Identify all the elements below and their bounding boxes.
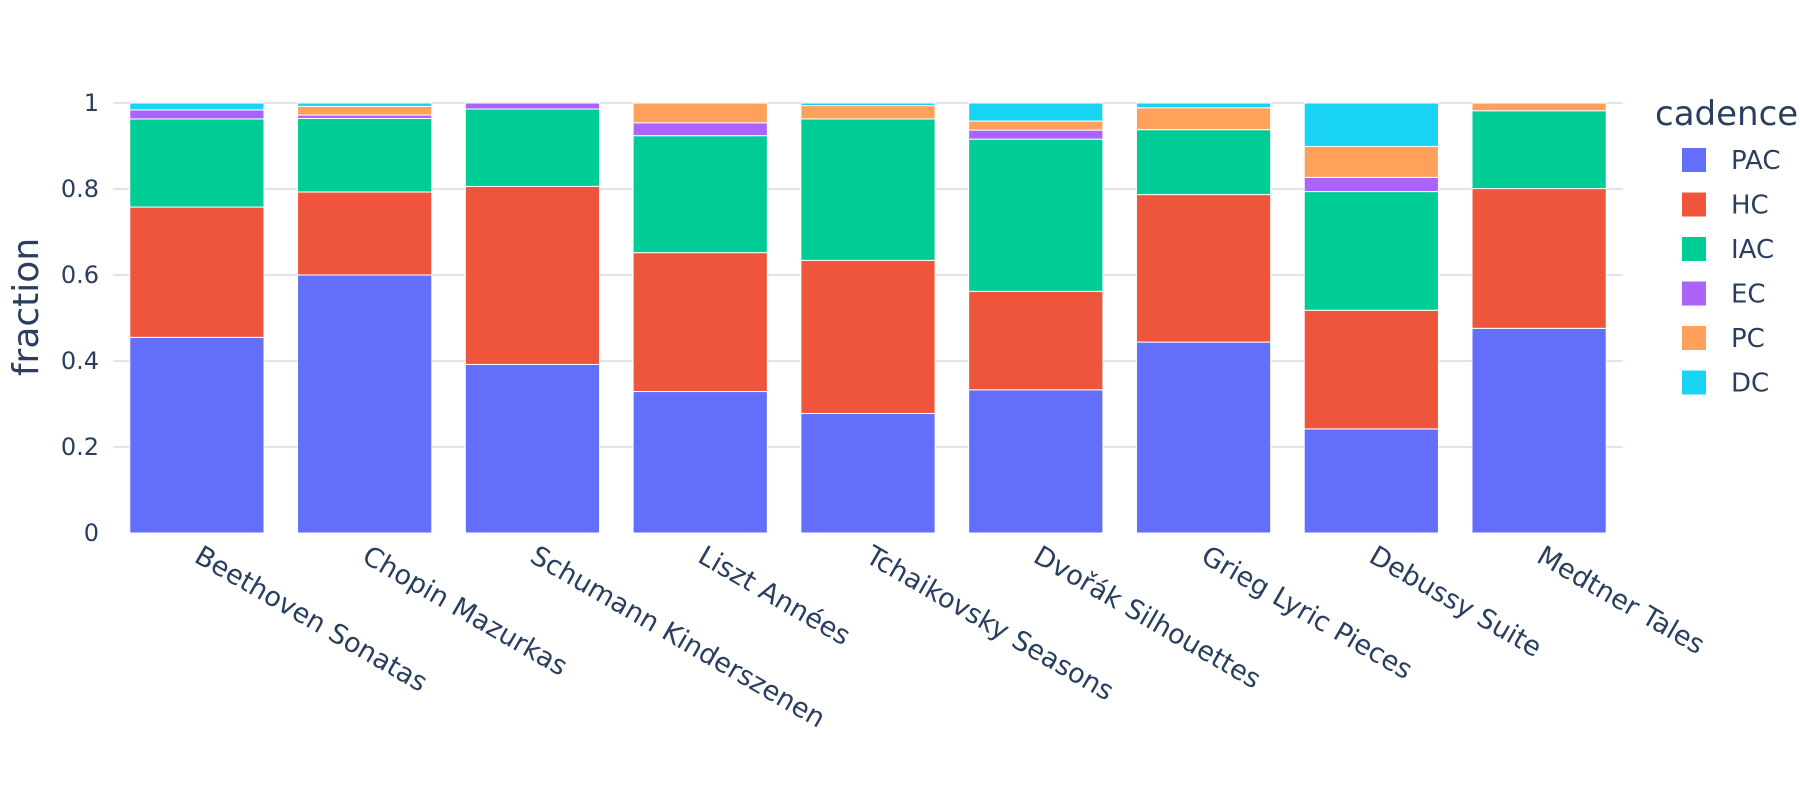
bar-segment-dc: [968, 102, 1104, 122]
bar-segment-hc: [297, 191, 433, 276]
bars: [129, 102, 1607, 534]
legend-swatch: [1682, 370, 1706, 395]
y-axis-title: fraction: [6, 238, 47, 376]
legend-swatch: [1682, 148, 1706, 172]
legend-label: HC: [1731, 191, 1769, 221]
y-tick-label: 0: [84, 519, 99, 547]
bar-segment-iac: [800, 118, 936, 261]
x-category-label: Medtner Tales: [1532, 540, 1710, 661]
y-tick-label: 0.2: [61, 433, 99, 461]
bar-segment-pac: [1471, 327, 1607, 534]
bar-segment-ec: [1303, 176, 1439, 193]
bar-segment-pac: [464, 363, 601, 534]
bar-segment-pac: [297, 274, 433, 534]
bar-segment-pc: [1471, 102, 1607, 112]
bar-segment-pac: [800, 412, 936, 534]
bar-segment-ec: [464, 102, 601, 110]
bar-segment-iac: [464, 108, 601, 187]
y-axis-ticks: 0 0.2 0.4 0.6 0.8 1: [61, 89, 99, 547]
y-tick-label: 1: [84, 89, 99, 117]
bar-segment-dc: [297, 102, 433, 107]
legend-swatch: [1682, 237, 1706, 261]
bar-segment-pac: [968, 389, 1104, 534]
bar-segment-pc: [1303, 145, 1439, 178]
bar-segment-pac: [632, 391, 768, 534]
legend: cadence PAC HC IAC EC PC DC: [1655, 94, 1798, 399]
legend-label: PC: [1731, 324, 1765, 354]
bar-segment-dc: [800, 102, 936, 107]
y-tick-label: 0.4: [61, 347, 99, 375]
bar-segment-hc: [968, 290, 1104, 391]
bar-segment-pc: [1135, 107, 1272, 131]
legend-label: IAC: [1731, 235, 1774, 265]
legend-items: PAC HC IAC EC PC DC: [1682, 146, 1781, 399]
bar-segment-iac: [297, 117, 433, 193]
bar-segment-iac: [1471, 110, 1607, 190]
bar-segment-iac: [1135, 129, 1272, 196]
bar-segment-hc: [129, 206, 265, 338]
bar-segment-pc: [632, 102, 768, 124]
legend-swatch: [1682, 326, 1706, 350]
legend-swatch: [1682, 192, 1706, 217]
legend-swatch: [1682, 281, 1706, 306]
bar-segment-ec: [632, 122, 768, 137]
bar-segment-iac: [968, 138, 1104, 292]
bar-segment-pc: [800, 105, 936, 120]
bar-segment-hc: [1471, 188, 1607, 329]
bar-segment-hc: [464, 185, 601, 365]
bar-segment-hc: [800, 259, 936, 414]
legend-title: cadence: [1655, 94, 1798, 134]
y-tick-label: 0.6: [61, 261, 99, 289]
bar-segment-dc: [1135, 102, 1272, 109]
y-tick-label: 0.8: [61, 175, 99, 203]
bar-segment-iac: [632, 135, 768, 254]
bar-segment-pac: [129, 336, 265, 534]
bar-segment-dc: [1303, 102, 1439, 147]
bar-segment-ec: [129, 109, 265, 120]
x-category-label: Schumann Kinderszenen: [525, 540, 830, 734]
bar-segment-iac: [129, 118, 265, 208]
bar-segment-pc: [968, 120, 1104, 131]
legend-label: EC: [1731, 280, 1766, 310]
legend-label: DC: [1731, 369, 1769, 399]
bar-segment-pac: [1135, 341, 1272, 534]
legend-label: PAC: [1731, 146, 1781, 176]
bar-segment-pc: [297, 105, 433, 116]
bar-segment-hc: [1135, 194, 1272, 343]
bar-segment-dc: [129, 102, 265, 111]
bar-segment-hc: [632, 252, 768, 393]
bar-segment-pac: [1303, 428, 1439, 534]
bar-segment-ec: [297, 114, 433, 119]
x-category-label: Liszt Années: [693, 540, 856, 652]
bar-segment-hc: [1303, 309, 1439, 430]
bar-segment-ec: [968, 129, 1104, 140]
bar-segment-iac: [1303, 191, 1439, 311]
